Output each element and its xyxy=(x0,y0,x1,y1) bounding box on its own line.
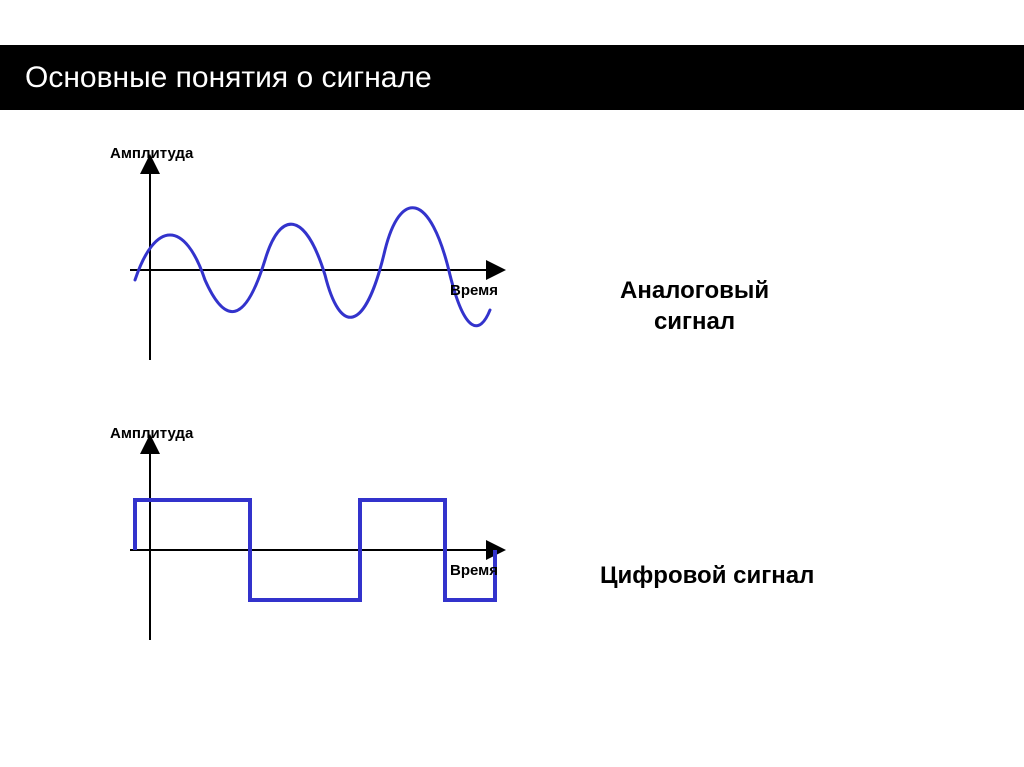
analog-signal-type-label: Аналоговый сигнал xyxy=(620,275,769,337)
digital-chart-svg xyxy=(130,440,510,660)
analog-signal-label-line2: сигнал xyxy=(654,308,735,335)
slide: Основные понятия о сигнале Амплитуда Вре… xyxy=(0,0,1024,767)
digital-chart: Амплитуда Время xyxy=(130,440,510,660)
digital-x-axis-label: Время xyxy=(450,562,498,579)
analog-x-axis-label: Время xyxy=(450,282,498,299)
digital-signal-type-label: Цифровой сигнал xyxy=(600,560,814,591)
analog-signal-label-line1: Аналоговый xyxy=(620,277,769,304)
title-bar: Основные понятия о сигнале xyxy=(0,45,1024,110)
analog-chart-svg xyxy=(130,160,510,380)
slide-title: Основные понятия о сигнале xyxy=(25,61,432,95)
analog-chart: Амплитуда Время xyxy=(130,160,510,380)
